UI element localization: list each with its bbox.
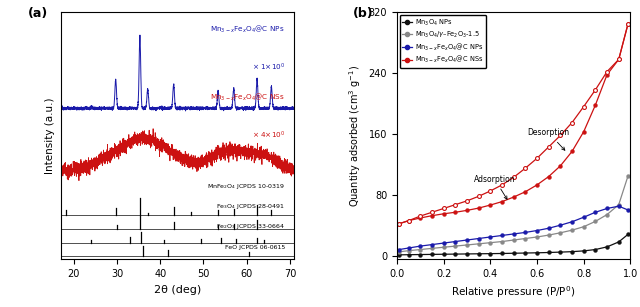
Text: (a): (a) [28,7,49,20]
Y-axis label: Quantity adsorbed (cm$^3$ g$^{-1}$): Quantity adsorbed (cm$^3$ g$^{-1}$) [348,65,363,207]
Text: FeO JCPDS 06-0615: FeO JCPDS 06-0615 [225,245,285,250]
Legend: Mn$_3$O$_4$ NPs, Mn$_3$O$_4$/$\gamma$–Fe$_2$O$_3$-1.5, Mn$_{3-x}$Fe$_x$O$_4$@C N: Mn$_3$O$_4$ NPs, Mn$_3$O$_4$/$\gamma$–Fe… [399,15,486,68]
X-axis label: 2θ (deg): 2θ (deg) [154,285,201,295]
Text: Fe$_2$O$_3$ JCPDS 33-0664: Fe$_2$O$_3$ JCPDS 33-0664 [216,222,285,231]
Y-axis label: Intensity (a.u.): Intensity (a.u.) [45,98,55,174]
X-axis label: Relative pressure (P/P$^0$): Relative pressure (P/P$^0$) [451,285,576,301]
Text: Desorption: Desorption [528,128,570,150]
Text: (b): (b) [353,7,373,20]
Text: MnFe$_2$O$_4$ JCPDS 10-0319: MnFe$_2$O$_4$ JCPDS 10-0319 [207,182,285,192]
Text: × 4×10$^0$: × 4×10$^0$ [252,130,285,141]
Text: × 1×10$^0$: × 1×10$^0$ [252,62,285,73]
Text: Mn$_{3-x}$Fe$_x$O$_4$@C NPs: Mn$_{3-x}$Fe$_x$O$_4$@C NPs [211,23,285,35]
Text: Fe$_3$O$_4$ JCPDS 28-0491: Fe$_3$O$_4$ JCPDS 28-0491 [216,202,285,211]
Text: Adsorption: Adsorption [474,175,516,199]
Text: Mn$_{3-x}$Fe$_x$O$_4$@C NSs: Mn$_{3-x}$Fe$_x$O$_4$@C NSs [210,91,285,103]
